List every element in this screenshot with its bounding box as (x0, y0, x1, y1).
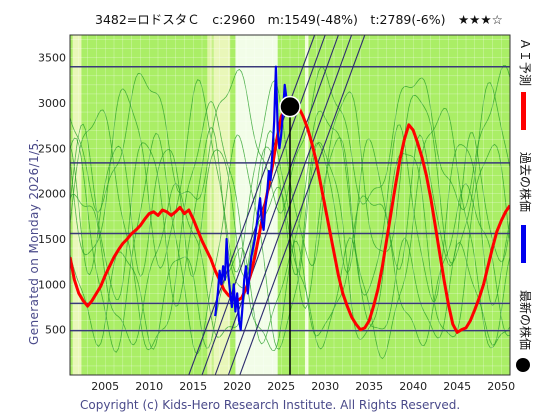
legend-past-price-swatch (521, 225, 526, 263)
x-tick-label: 2030 (311, 380, 339, 393)
series-past-price-line (214, 65, 291, 331)
y-axis-ticks: 500 1000 1500 2000 2500 3000 3500 (38, 52, 66, 337)
x-tick-label: 2015 (179, 380, 207, 393)
legend-latest-price-label: 最新の株価 (518, 290, 532, 351)
y-tick-label: 1500 (38, 233, 66, 246)
plot-frame (69, 34, 511, 376)
background-band (72, 35, 82, 375)
trend-channel-line (214, 35, 339, 375)
legend-past-price-label: 過去の株価 (518, 152, 532, 213)
x-tick-label: 2020 (223, 380, 251, 393)
y-tick-label: 2000 (38, 188, 66, 201)
x-tick-label: 2010 (135, 380, 163, 393)
trend-channel-line (188, 35, 316, 375)
trend-channel-line (239, 35, 366, 375)
x-tick-label: 2045 (443, 380, 471, 393)
y-tick-label: 500 (45, 324, 66, 337)
y-tick-label: 2500 (38, 142, 66, 155)
grid-lines (70, 35, 510, 375)
x-tick-label: 2050 (487, 380, 515, 393)
latest-price-marker (279, 95, 301, 118)
background-band (207, 35, 213, 375)
legend-ai-forecast-swatch (521, 92, 526, 130)
generated-date-text: Generated on Monday 2026/1/5. (27, 138, 41, 345)
x-tick-label: 2005 (91, 380, 119, 393)
x-tick-label: 2025 (267, 380, 295, 393)
x-tick-label: 2040 (399, 380, 427, 393)
background-band (213, 35, 231, 375)
y-tick-label: 1000 (38, 278, 66, 291)
chart-title: 3482=ロドスタＣ c:2960 m:1549(-48%) t:2789(-6… (95, 12, 503, 27)
y-tick-label: 3000 (38, 97, 66, 110)
x-axis-ticks: 2005 2010 2015 2020 2025 2030 2035 2040 2045 2050 (91, 380, 515, 393)
legend-latest-price-swatch (516, 358, 530, 372)
copyright-text: Copyright (c) Kids-Hero Research Institu… (80, 398, 461, 412)
y-tick-label: 3500 (38, 52, 66, 65)
legend-ai-forecast-label: ＡＩ予測 (518, 38, 532, 87)
x-tick-label: 2035 (355, 380, 383, 393)
